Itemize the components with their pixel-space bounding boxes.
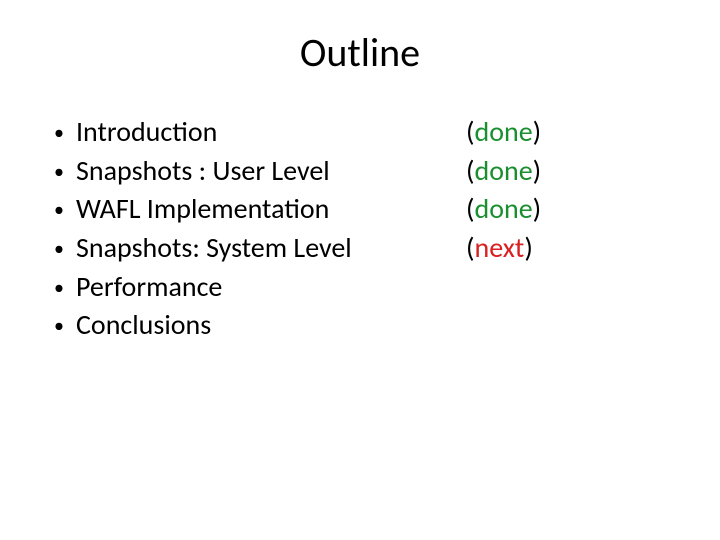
bullet-icon: • <box>54 120 76 148</box>
bullet-icon: • <box>54 159 76 187</box>
status-badge: (done) <box>466 190 541 229</box>
list-item: •Introduction(done) <box>54 113 666 152</box>
list-item-label: Snapshots: System Level <box>76 229 466 268</box>
list-item-label: Introduction <box>76 113 466 152</box>
slide: Outline •Introduction(done)•Snapshots : … <box>0 0 720 540</box>
bullet-icon: • <box>54 275 76 303</box>
paren-close: ) <box>524 230 533 265</box>
status-badge: (next) <box>466 229 533 268</box>
list-item: •Snapshots : User Level(done) <box>54 152 666 191</box>
list-item: •Conclusions <box>54 306 666 345</box>
paren-open: ( <box>466 153 475 188</box>
bullet-icon: • <box>54 197 76 225</box>
paren-close: ) <box>533 153 542 188</box>
paren-open: ( <box>466 230 475 265</box>
list-item: •Performance <box>54 268 666 307</box>
status-word: done <box>475 114 533 149</box>
status-word: done <box>475 191 533 226</box>
bullet-icon: • <box>54 236 76 264</box>
list-item: •Snapshots: System Level(next) <box>54 229 666 268</box>
slide-title: Outline <box>0 28 720 77</box>
list-item-label: WAFL Implementation <box>76 190 466 229</box>
status-badge: (done) <box>466 113 541 152</box>
list-item: •WAFL Implementation(done) <box>54 190 666 229</box>
bullet-icon: • <box>54 313 76 341</box>
outline-list: •Introduction(done)•Snapshots : User Lev… <box>0 113 720 345</box>
paren-close: ) <box>533 191 542 226</box>
list-item-label: Performance <box>76 268 466 307</box>
status-word: next <box>475 230 525 265</box>
status-badge: (done) <box>466 152 541 191</box>
paren-open: ( <box>466 114 475 149</box>
list-item-label: Conclusions <box>76 306 466 345</box>
list-item-label: Snapshots : User Level <box>76 152 466 191</box>
paren-open: ( <box>466 191 475 226</box>
status-word: done <box>475 153 533 188</box>
paren-close: ) <box>533 114 542 149</box>
